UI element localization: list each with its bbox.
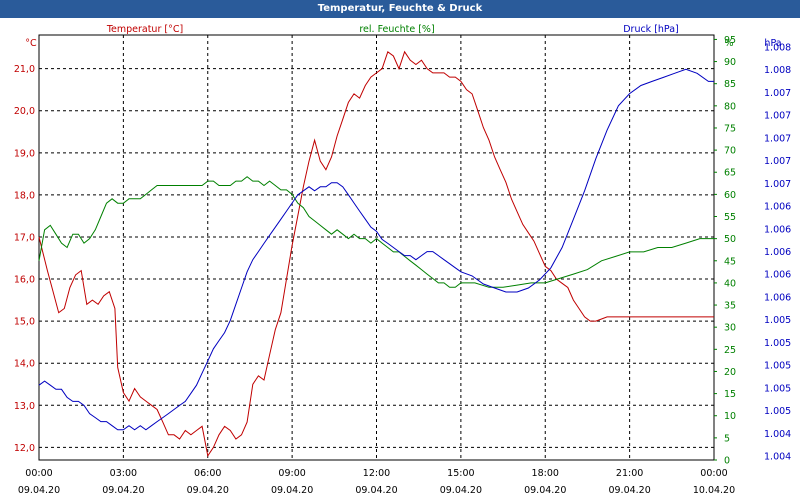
x-tick-time: 06:00: [194, 468, 221, 479]
tick-labels: 00:00 09.04.20 03:00 09.04.20 06:00 09.04.20 0…: [14, 35, 791, 496]
temperature-tick: 17,0: [14, 232, 35, 243]
x-tick-date: 09.04.20: [187, 485, 229, 496]
humidity-tick: 5: [724, 433, 730, 444]
temperature-tick: 12,0: [14, 443, 35, 454]
pressure-tick: 1.007: [764, 88, 791, 99]
humidity-tick: 65: [724, 168, 736, 179]
temperature-tick: 21,0: [14, 64, 35, 75]
pressure-tick: 1.005: [764, 383, 791, 394]
humidity-tick: 95: [724, 35, 736, 46]
x-tick-date: 09.04.20: [608, 485, 650, 496]
temperature-axis-label: Temperatur [°C]: [106, 24, 183, 35]
pressure-axis-label: Druck [hPa]: [623, 24, 679, 35]
pressure-tick: 1.005: [764, 406, 791, 417]
humidity-tick: 0: [724, 456, 730, 467]
temperature-tick: 14,0: [14, 359, 35, 370]
x-tick-date: 09.04.20: [440, 485, 482, 496]
x-tick-time: 15:00: [447, 468, 474, 479]
humidity-tick: 15: [724, 389, 736, 400]
x-tick-date: 09.04.20: [355, 485, 397, 496]
pressure-unit: hPa: [764, 38, 781, 49]
x-tick-time: 21:00: [616, 468, 643, 479]
humidity-tick: 70: [724, 146, 736, 157]
x-tick-time: 12:00: [363, 468, 390, 479]
humidity-tick: 90: [724, 57, 736, 68]
humidity-unit: %: [724, 38, 733, 49]
humidity-tick: 40: [724, 278, 736, 289]
pressure-tick: 1.005: [764, 315, 791, 326]
pressure-tick: 1.004: [764, 429, 791, 440]
x-tick-date: 10.04.20: [693, 485, 735, 496]
pressure-tick: 1.006: [764, 292, 791, 303]
series-line-temperature: [38, 50, 714, 458]
temperature-tick: 18,0: [14, 190, 35, 201]
series-line-pressure: [38, 68, 714, 431]
series-lines: [38, 50, 714, 458]
series-line-humidity: [38, 176, 714, 288]
temperature-tick: 19,0: [14, 148, 35, 159]
humidity-tick: 30: [724, 323, 736, 334]
temperature-tick: 15,0: [14, 317, 35, 328]
x-tick-time: 00:00: [25, 468, 52, 479]
humidity-tick: 55: [724, 212, 736, 223]
x-tick-date: 09.04.20: [102, 485, 144, 496]
window-title: Temperatur, Feuchte & Druck: [0, 0, 800, 18]
humidity-tick: 35: [724, 301, 736, 312]
temperature-tick: 20,0: [14, 106, 35, 117]
pressure-tick: 1.007: [764, 111, 791, 122]
pressure-tick: 1.006: [764, 202, 791, 213]
pressure-tick: 1.008: [764, 43, 791, 54]
humidity-tick: 60: [724, 190, 736, 201]
x-tick-time: 18:00: [532, 468, 559, 479]
pressure-tick: 1.008: [764, 65, 791, 76]
pressure-tick: 1.007: [764, 179, 791, 190]
x-tick-date: 09.04.20: [18, 485, 60, 496]
pressure-tick: 1.007: [764, 156, 791, 167]
pressure-tick: 1.006: [764, 247, 791, 258]
pressure-tick: 1.007: [764, 133, 791, 144]
chart-area: 00:00 09.04.20 03:00 09.04.20 06:00 09.04.20 0…: [14, 24, 791, 496]
x-tick-date: 09.04.20: [524, 485, 566, 496]
pressure-tick: 1.005: [764, 338, 791, 349]
pressure-tick: 1.004: [764, 452, 791, 463]
humidity-tick: 85: [724, 79, 736, 90]
x-tick-time: 00:00: [700, 468, 727, 479]
pressure-tick: 1.006: [764, 224, 791, 235]
humidity-tick: 10: [724, 411, 736, 422]
pressure-tick: 1.006: [764, 270, 791, 281]
humidity-tick: 50: [724, 234, 736, 245]
plot-frame: [38, 34, 715, 461]
humidity-tick: 25: [724, 345, 736, 356]
x-tick-date: 09.04.20: [271, 485, 313, 496]
temperature-tick: 16,0: [14, 275, 35, 286]
grid-lines: [39, 35, 714, 460]
humidity-tick: 45: [724, 256, 736, 267]
humidity-tick: 80: [724, 101, 736, 112]
x-tick-time: 03:00: [110, 468, 137, 479]
x-tick-time: 09:00: [278, 468, 305, 479]
pressure-tick: 1.005: [764, 361, 791, 372]
humidity-tick: 20: [724, 367, 736, 378]
temperature-unit: °C: [25, 38, 37, 49]
temperature-tick: 13,0: [14, 401, 35, 412]
humidity-axis-label: rel. Feuchte [%]: [359, 24, 434, 35]
humidity-tick: 75: [724, 123, 736, 134]
